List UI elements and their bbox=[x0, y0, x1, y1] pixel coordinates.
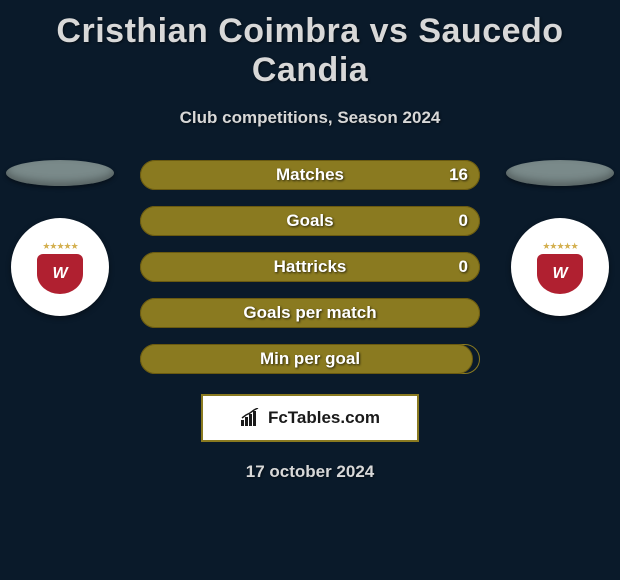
player-left: ★★★★★ W bbox=[0, 160, 120, 316]
player-avatar-placeholder bbox=[6, 160, 114, 186]
club-badge-right: ★★★★★ W bbox=[511, 218, 609, 316]
stat-bar: Goals per match bbox=[140, 298, 480, 328]
comparison-panel: ★★★★★ W ★★★★★ W Matches 16 Goals 0 bbox=[0, 160, 620, 482]
stat-bar: Hattricks 0 bbox=[140, 252, 480, 282]
bar-label: Goals bbox=[286, 211, 333, 231]
bar-value: 0 bbox=[459, 211, 468, 231]
badge-stars-icon: ★★★★★ bbox=[42, 241, 77, 252]
stat-bar: Goals 0 bbox=[140, 206, 480, 236]
page-subtitle: Club competitions, Season 2024 bbox=[0, 108, 620, 128]
brand-label: FcTables.com bbox=[268, 408, 380, 428]
bar-label: Matches bbox=[276, 165, 344, 185]
bar-value: 0 bbox=[459, 257, 468, 277]
player-avatar-placeholder bbox=[506, 160, 614, 186]
shield-icon: W bbox=[537, 254, 583, 294]
bar-label: Goals per match bbox=[243, 303, 376, 323]
snapshot-date: 17 october 2024 bbox=[0, 462, 620, 482]
player-right: ★★★★★ W bbox=[500, 160, 620, 316]
stat-bar: Matches 16 bbox=[140, 160, 480, 190]
brand-attribution: FcTables.com bbox=[201, 394, 419, 442]
page-title: Cristhian Coimbra vs Saucedo Candia bbox=[0, 0, 620, 90]
bar-value: 16 bbox=[449, 165, 468, 185]
club-badge-left: ★★★★★ W bbox=[11, 218, 109, 316]
chart-icon bbox=[240, 408, 262, 428]
stat-bar: Min per goal bbox=[140, 344, 480, 374]
shield-letter: W bbox=[52, 265, 67, 283]
bar-label: Hattricks bbox=[274, 257, 347, 277]
stat-bars: Matches 16 Goals 0 Hattricks 0 Goals per… bbox=[140, 160, 480, 374]
bar-label: Min per goal bbox=[260, 349, 360, 369]
shield-icon: W bbox=[37, 254, 83, 294]
shield-letter: W bbox=[552, 265, 567, 283]
badge-stars-icon: ★★★★★ bbox=[542, 241, 577, 252]
